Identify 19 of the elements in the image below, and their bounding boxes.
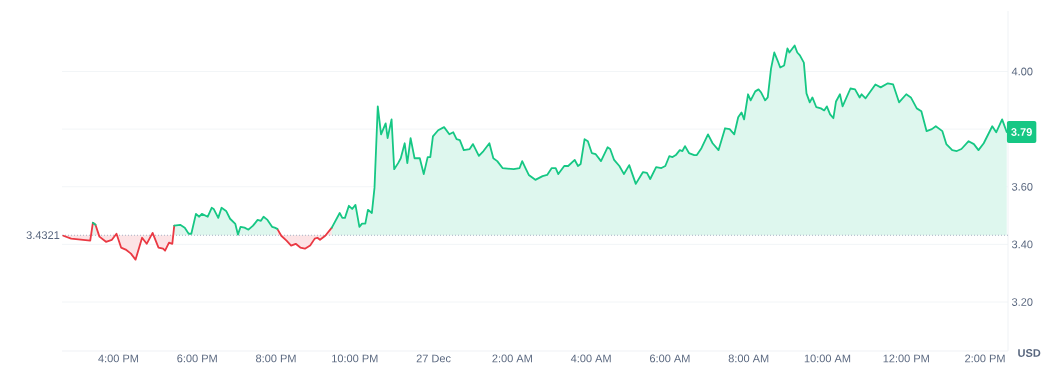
x-tick-label: 10:00 PM [332, 354, 378, 363]
x-tick-label: 6:00 AM [650, 354, 690, 363]
y-tick-label: 3.40 [1011, 240, 1033, 249]
y-tick-label: 3.20 [1011, 298, 1033, 306]
x-tick-label: 6:00 PM [177, 354, 217, 363]
x-tick-label: 2:00 PM [965, 354, 1005, 363]
x-tick-label: 27 Dec [416, 354, 451, 363]
x-tick-label: 2:00 AM [492, 354, 532, 363]
x-tick-label: 8:00 AM [728, 354, 769, 363]
y-tick-label: 3.60 [1011, 182, 1033, 191]
x-tick-label: 4:00 PM [98, 354, 139, 363]
annotation: 3.79 [1011, 128, 1032, 136]
x-tick-label: 10:00 AM [804, 354, 851, 363]
x-tick-label: 4:00 AM [570, 354, 611, 363]
ref-line-label: 3.4321 [26, 231, 60, 240]
y-axis-title: USD [1018, 349, 1041, 357]
x-tick-label: 8:00 PM [256, 354, 296, 363]
y-tick-label: 4.00 [1011, 67, 1033, 76]
x-tick-label: 12:00 PM [883, 354, 929, 363]
